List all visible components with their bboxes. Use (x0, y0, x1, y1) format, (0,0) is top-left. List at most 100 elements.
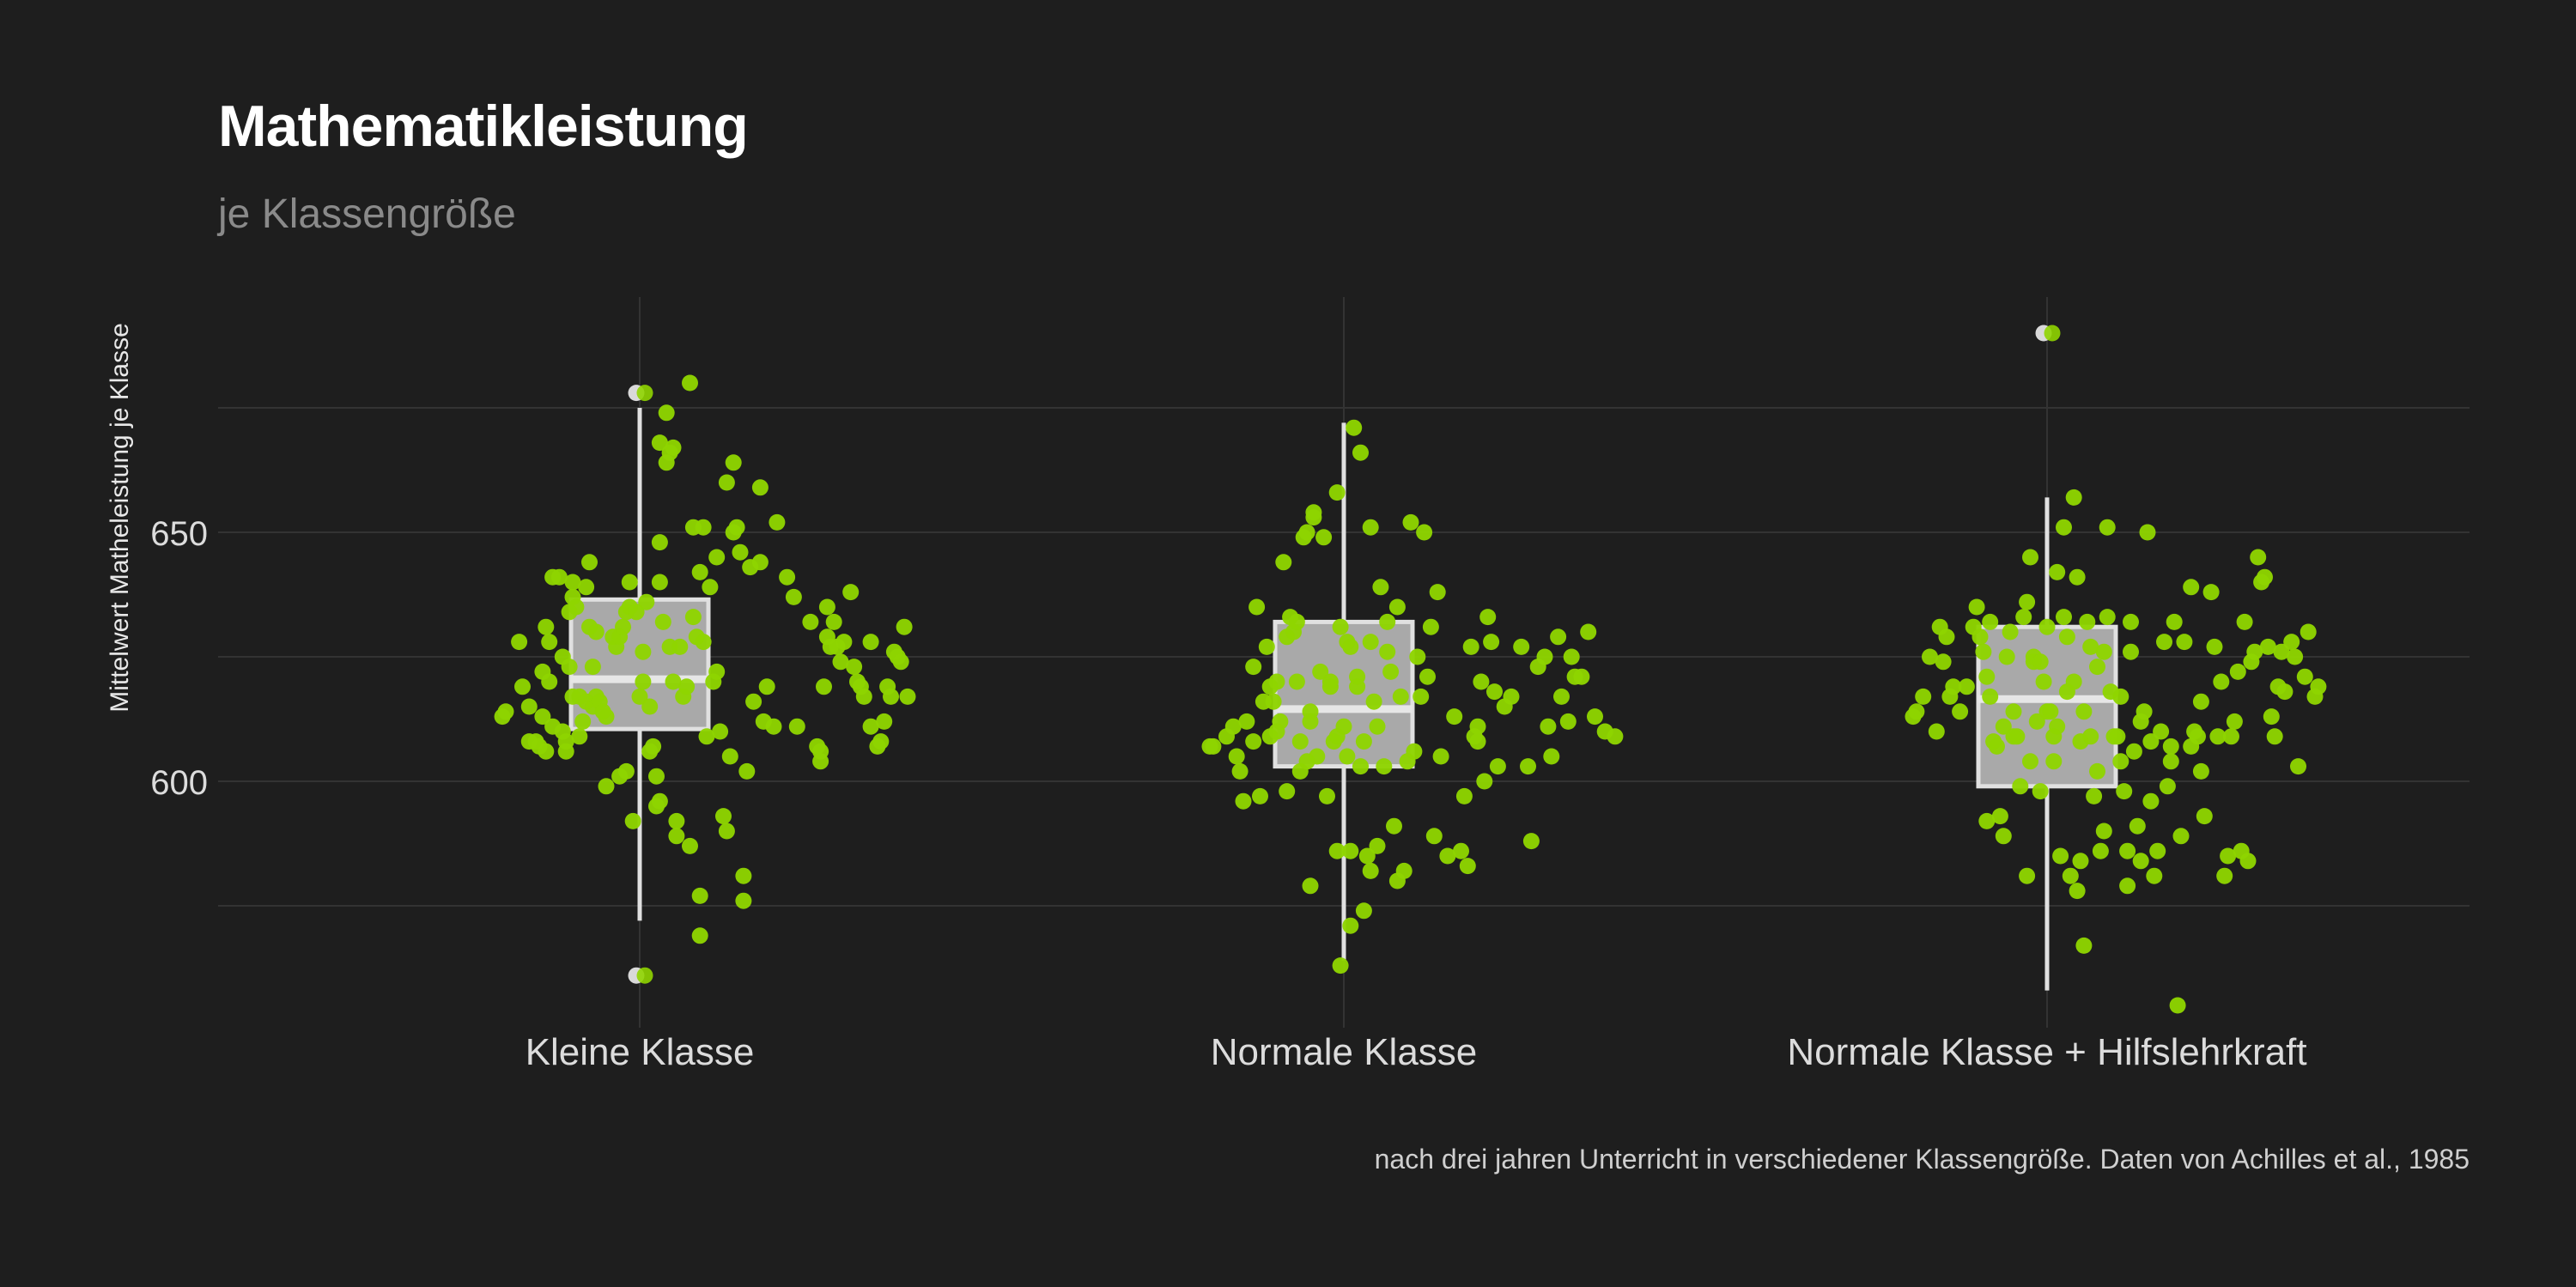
data-point (1362, 519, 1379, 536)
data-point (635, 643, 652, 660)
data-point (2002, 623, 2019, 640)
data-point (1352, 758, 1369, 775)
data-point (557, 733, 574, 750)
data-point (2192, 693, 2209, 710)
data-point (1231, 762, 1249, 780)
data-point (1302, 703, 1319, 720)
data-point (2065, 489, 2082, 506)
x-tick-label: Normale Klasse + Hilfslehrkraft (1787, 1031, 2306, 1073)
data-point (718, 474, 735, 491)
data-point (2259, 638, 2276, 655)
data-point (1312, 663, 1329, 680)
data-point (1319, 787, 1335, 804)
data-point (1379, 643, 1396, 660)
tick-labels: 600 650 Kleine Klasse Normale Klasse Normale… (150, 515, 2306, 1073)
data-point (2266, 728, 2283, 745)
data-point (668, 812, 685, 829)
data-point (1362, 862, 1379, 879)
data-point (1342, 842, 1359, 859)
data-point (628, 604, 645, 621)
data-point (578, 579, 595, 596)
data-point (1352, 444, 1369, 461)
data-point (1298, 524, 1315, 541)
data-point (2119, 877, 2136, 895)
data-point (2069, 568, 2086, 586)
data-point (581, 554, 598, 571)
data-point (1446, 708, 1463, 725)
data-point (2052, 847, 2069, 865)
data-point (1935, 653, 1952, 671)
data-point (636, 967, 653, 984)
data-point (1563, 648, 1580, 665)
data-point (1413, 688, 1430, 705)
data-point (1995, 828, 2012, 845)
data-point (2263, 708, 2280, 725)
data-point (665, 439, 682, 456)
data-point (832, 653, 849, 671)
data-point (598, 708, 615, 725)
data-point (855, 688, 872, 705)
data-point (1978, 812, 1996, 829)
data-point (511, 634, 528, 651)
data-point (1328, 484, 1346, 501)
data-point (2183, 579, 2200, 596)
data-point (1543, 748, 1560, 765)
data-point (1439, 847, 1456, 865)
chart-caption: nach drei jahren Unterricht in verschied… (1374, 1144, 2470, 1175)
data-point (1473, 673, 1490, 690)
data-point (2209, 728, 2227, 745)
data-point (1321, 673, 1339, 690)
data-point (2283, 634, 2300, 651)
data-point (1358, 847, 1376, 865)
data-point (1968, 598, 1985, 616)
data-point (1469, 733, 1486, 750)
data-point (2190, 728, 2206, 745)
x-tick-label: Normale Klasse (1211, 1031, 1478, 1073)
data-point (2169, 997, 2186, 1014)
data-point (2202, 584, 2220, 601)
data-point (1362, 634, 1379, 651)
data-point (538, 743, 555, 760)
y-tick-label: 650 (150, 515, 208, 553)
data-point (1309, 748, 1326, 765)
data-point (812, 753, 829, 770)
data-point (1365, 693, 1382, 710)
data-point (2035, 673, 2052, 690)
data-point (892, 653, 909, 671)
data-point (872, 733, 890, 750)
data-point (728, 519, 745, 536)
data-point (2062, 867, 2079, 884)
data-point (695, 519, 712, 536)
data-point (1302, 877, 1319, 895)
data-point (738, 762, 756, 780)
data-point (2089, 659, 2105, 676)
data-point (2172, 828, 2190, 845)
data-point (2072, 853, 2089, 870)
data-point (1952, 703, 1969, 720)
data-point (621, 574, 638, 591)
data-point (2123, 613, 2139, 630)
data-point (698, 728, 715, 745)
data-point (2012, 778, 2029, 795)
data-point (718, 823, 735, 840)
data-point (2028, 713, 2045, 730)
data-point (846, 659, 863, 676)
data-point (1272, 713, 1289, 730)
data-point (2162, 738, 2179, 755)
data-point (1275, 554, 1292, 571)
data-point (695, 634, 712, 651)
data-point (1245, 733, 1262, 750)
data-point (2123, 643, 2139, 660)
data-point (2226, 713, 2243, 730)
data-point (615, 618, 631, 635)
data-point (2112, 753, 2129, 770)
data-point (2257, 568, 2273, 586)
data-point (1520, 758, 1536, 775)
data-point (638, 593, 655, 610)
data-point (1998, 648, 2015, 665)
data-point (624, 812, 641, 829)
data-point (751, 479, 769, 496)
data-point (494, 708, 511, 725)
data-point (651, 434, 668, 452)
data-point (1422, 618, 1439, 635)
